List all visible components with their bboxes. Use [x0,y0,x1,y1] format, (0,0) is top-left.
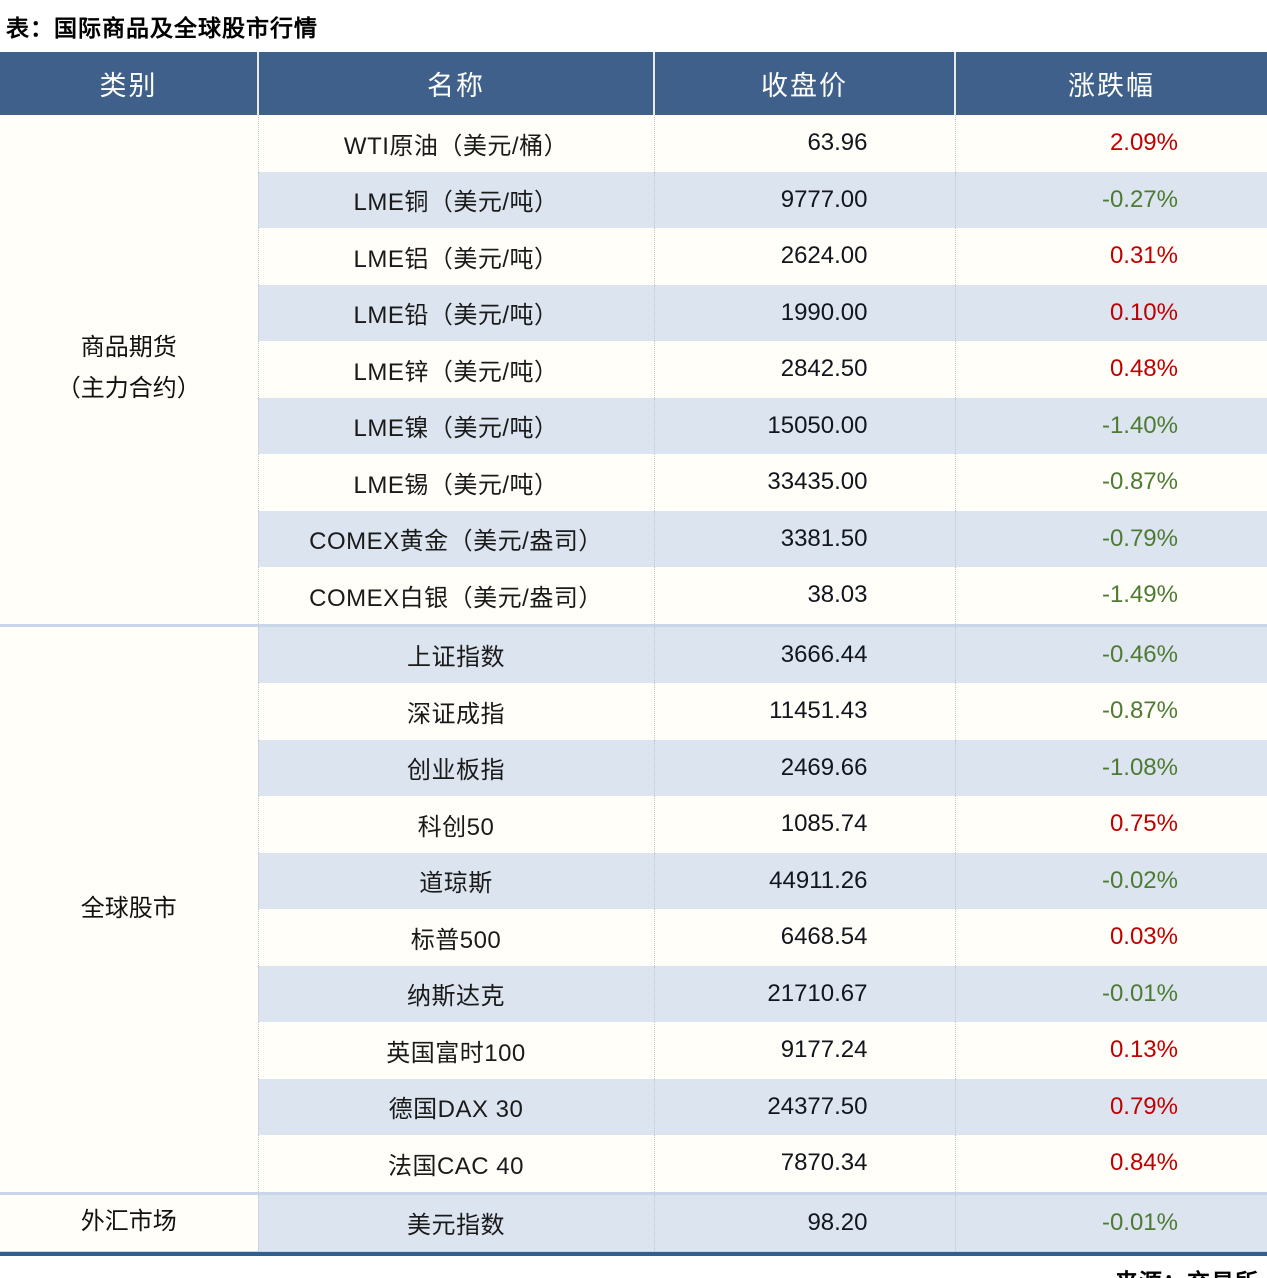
table-row: 德国DAX 30 24377.50 0.79% [0,1078,1267,1135]
instrument-name: LME锡（美元/吨） [258,454,655,511]
close-price: 11451.43 [654,683,956,740]
close-price: 21710.67 [654,965,956,1022]
close-price: 24377.50 [654,1078,956,1135]
change-percent: -0.87% [955,683,1267,740]
table-row: 深证成指 11451.43 -0.87% [0,683,1267,740]
table-row: LME锡（美元/吨） 33435.00 -0.87% [0,454,1267,511]
market-table: 类别 名称 收盘价 涨跌幅 商品期货 （主力合约） WTI原油（美元/桶） 63.… [0,52,1267,1251]
close-price: 1085.74 [654,796,956,853]
category-label: （主力合约） [56,375,201,403]
close-price: 44911.26 [654,852,956,909]
change-percent: -0.01% [955,965,1267,1022]
instrument-name: 纳斯达克 [258,965,655,1022]
header-row: 类别 名称 收盘价 涨跌幅 [0,52,1267,115]
change-percent: -0.79% [955,510,1267,567]
instrument-name: COMEX白银（美元/盎司） [258,567,655,625]
header-name: 名称 [258,52,655,115]
table-row: LME铅（美元/吨） 1990.00 0.10% [0,284,1267,341]
header-change-percent: 涨跌幅 [955,52,1267,115]
table-row: 创业板指 2469.66 -1.08% [0,739,1267,796]
instrument-name: LME铝（美元/吨） [258,228,655,285]
change-percent: 0.75% [955,796,1267,853]
close-price: 2469.66 [654,739,956,796]
category-cell: 外汇市场 [0,1191,259,1251]
instrument-name: LME铅（美元/吨） [258,284,655,341]
change-percent: 0.10% [955,284,1267,341]
category-cell: 商品期货 （主力合约） [0,115,259,625]
close-price: 98.20 [654,1191,956,1251]
change-percent: -0.02% [955,852,1267,909]
instrument-name: 创业板指 [258,739,655,796]
close-price: 9177.24 [654,1022,956,1079]
category-label: 商品期货 [80,334,177,362]
header-close-price: 收盘价 [654,52,956,115]
instrument-name: LME镍（美元/吨） [258,397,655,454]
table-row: 科创50 1085.74 0.75% [0,796,1267,853]
instrument-name: LME铜（美元/吨） [258,171,655,228]
table-row: COMEX黄金（美元/盎司） 3381.50 -0.79% [0,510,1267,567]
category-cell: 全球股市 [0,623,259,1193]
table-row: 外汇市场 美元指数 98.20 -0.01% [0,1191,1267,1251]
close-price: 2842.50 [654,341,956,398]
instrument-name: 标普500 [258,909,655,966]
change-percent: -0.27% [955,171,1267,228]
change-percent: -1.49% [955,567,1267,625]
instrument-name: 英国富时100 [258,1022,655,1079]
table-row: LME锌（美元/吨） 2842.50 0.48% [0,341,1267,398]
close-price: 3381.50 [654,510,956,567]
change-percent: 0.48% [955,341,1267,398]
instrument-name: WTI原油（美元/桶） [258,115,655,172]
table-row: 商品期货 （主力合约） WTI原油（美元/桶） 63.96 2.09% [0,115,1267,625]
table-row: 纳斯达克 21710.67 -0.01% [0,965,1267,1022]
instrument-name: 科创50 [258,796,655,853]
change-percent: -0.87% [955,454,1267,511]
table-row: 全球股市 上证指数 3666.44 -0.46% [0,623,1267,1193]
change-percent: -1.40% [955,397,1267,454]
table-row: 法国CAC 40 7870.34 0.84% [0,1135,1267,1193]
change-percent: 2.09% [955,115,1267,172]
change-percent: -0.46% [955,623,1267,683]
change-percent: -0.01% [955,1191,1267,1251]
change-percent: 0.79% [955,1078,1267,1135]
close-price: 7870.34 [654,1135,956,1193]
instrument-name: 德国DAX 30 [258,1078,655,1135]
close-price: 38.03 [654,567,956,625]
table-row: LME镍（美元/吨） 15050.00 -1.40% [0,397,1267,454]
change-percent: 0.03% [955,909,1267,966]
table-title: 表：国际商品及全球股市行情 [6,15,318,41]
close-price: 2624.00 [654,228,956,285]
instrument-name: 深证成指 [258,683,655,740]
change-percent: 0.31% [955,228,1267,285]
category-label: 全球股市 [80,894,177,922]
header-category: 类别 [0,52,259,115]
table-row: 标普500 6468.54 0.03% [0,909,1267,966]
close-price: 15050.00 [654,397,956,454]
close-price: 1990.00 [654,284,956,341]
table-row: COMEX白银（美元/盎司） 38.03 -1.49% [0,567,1267,625]
table-bottom-border [0,1251,1267,1256]
close-price: 3666.44 [654,623,956,683]
table-row: LME铝（美元/吨） 2624.00 0.31% [0,228,1267,285]
table-row: LME铜（美元/吨） 9777.00 -0.27% [0,171,1267,228]
change-percent: 0.13% [955,1022,1267,1079]
category-label: 外汇市场 [80,1208,177,1236]
close-price: 9777.00 [654,171,956,228]
close-price: 33435.00 [654,454,956,511]
table-row: 道琼斯 44911.26 -0.02% [0,852,1267,909]
instrument-name: COMEX黄金（美元/盎司） [258,510,655,567]
source-note: 来源：交易所 [0,1263,1267,1278]
instrument-name: 法国CAC 40 [258,1135,655,1193]
change-percent: 0.84% [955,1135,1267,1193]
close-price: 6468.54 [654,909,956,966]
instrument-name: 美元指数 [258,1191,655,1251]
instrument-name: 道琼斯 [258,852,655,909]
instrument-name: LME锌（美元/吨） [258,341,655,398]
change-percent: -1.08% [955,739,1267,796]
table-row: 英国富时100 9177.24 0.13% [0,1022,1267,1079]
close-price: 63.96 [654,115,956,172]
instrument-name: 上证指数 [258,623,655,683]
